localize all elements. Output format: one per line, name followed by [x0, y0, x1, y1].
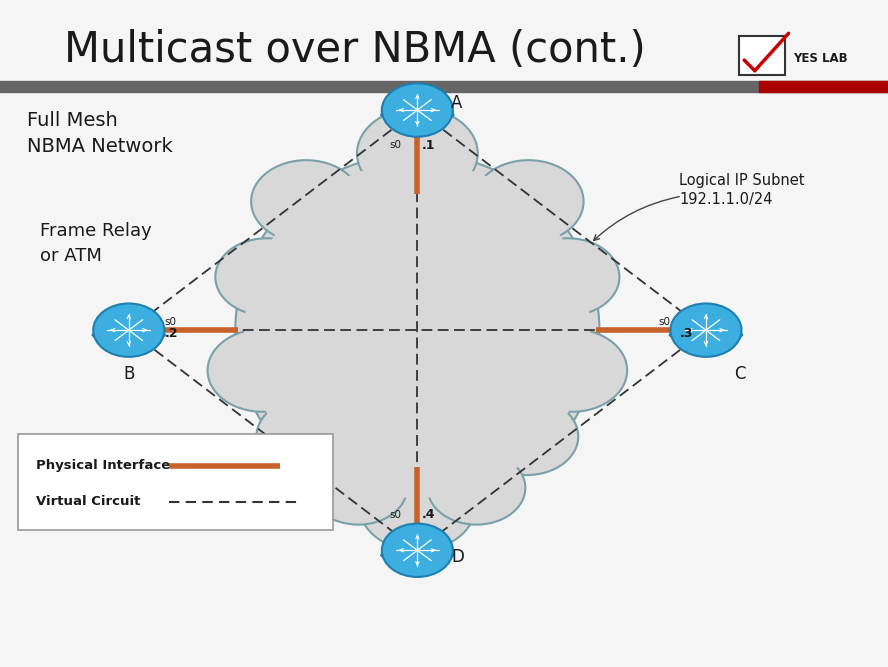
Text: C: C: [734, 365, 745, 382]
Text: Multicast over NBMA (cont.): Multicast over NBMA (cont.): [64, 29, 646, 71]
Ellipse shape: [235, 153, 599, 507]
Ellipse shape: [382, 83, 453, 137]
Circle shape: [208, 329, 318, 412]
Text: .4: .4: [422, 508, 435, 522]
Text: Full Mesh
NBMA Network: Full Mesh NBMA Network: [27, 111, 172, 156]
Text: s0: s0: [658, 317, 670, 327]
FancyBboxPatch shape: [18, 434, 333, 530]
Text: Virtual Circuit: Virtual Circuit: [36, 495, 140, 508]
FancyBboxPatch shape: [739, 36, 785, 75]
Ellipse shape: [244, 162, 591, 498]
Circle shape: [257, 398, 360, 475]
Text: YES LAB: YES LAB: [793, 51, 848, 65]
Text: Physical Interface: Physical Interface: [36, 459, 170, 472]
Circle shape: [360, 464, 475, 550]
Ellipse shape: [380, 107, 455, 122]
Circle shape: [428, 452, 526, 525]
Circle shape: [517, 238, 620, 315]
Ellipse shape: [91, 327, 166, 342]
Text: s0: s0: [389, 510, 401, 520]
Ellipse shape: [382, 524, 453, 577]
Text: Frame Relay
or ATM: Frame Relay or ATM: [40, 222, 152, 265]
Text: A: A: [451, 95, 463, 112]
Text: D: D: [451, 548, 464, 566]
Circle shape: [473, 160, 583, 243]
Ellipse shape: [380, 548, 455, 562]
Circle shape: [309, 452, 407, 525]
Ellipse shape: [669, 327, 743, 342]
Text: s0: s0: [389, 141, 401, 150]
Circle shape: [357, 108, 478, 199]
Circle shape: [215, 238, 318, 315]
Bar: [0, 81, 888, 92]
Circle shape: [517, 329, 627, 412]
Text: s0: s0: [164, 317, 177, 327]
Text: .2: .2: [164, 327, 178, 340]
Circle shape: [475, 398, 578, 475]
Bar: [759, 81, 888, 92]
Text: .1: .1: [422, 139, 435, 152]
Ellipse shape: [670, 303, 741, 357]
Circle shape: [251, 160, 361, 243]
Text: .3: .3: [679, 327, 693, 340]
Ellipse shape: [93, 303, 164, 357]
Text: B: B: [123, 365, 134, 382]
Text: Logical IP Subnet
192.1.1.0/24: Logical IP Subnet 192.1.1.0/24: [679, 173, 805, 207]
